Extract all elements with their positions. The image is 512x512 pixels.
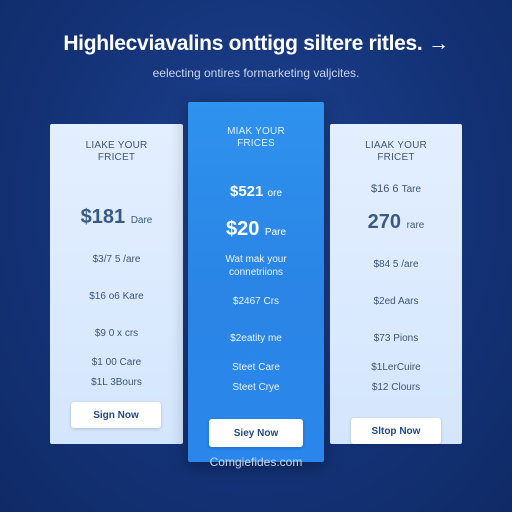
plan-price: 270 rare [330,211,462,234]
plan-price: $181 Dare [50,206,183,229]
stop-now-button[interactable]: Sltop Now [351,418,441,444]
plan-highlight: Wat mak your connetriions [225,254,287,278]
plan-feature: $84 5 /are [373,259,419,270]
plan-feature: $9 0 x crs [94,328,139,339]
price-unit: Tare [401,184,422,195]
sign-now-button[interactable]: Sign Now [71,402,161,428]
price-unit: ore [267,188,282,199]
price-unit: rare [406,220,425,231]
price-value: 270 [367,211,401,233]
price-value: $521 [230,183,264,200]
plan-feature: $1 00 Care [91,357,142,368]
plan-feature: $16 o6 Kare [89,291,144,302]
plan-feature: $2ed Aars [373,296,419,307]
price-unit: Dare [130,215,153,226]
pricing-card-left: LIAKE YOUR FRICET $181 Dare $3/7 5 /are … [50,124,183,444]
plan-title: LIAKE YOUR FRICET [85,140,148,163]
plan-feature: $2467 Crs [232,296,280,307]
plan-title: LIAAK YOUR FRICET [365,140,427,163]
plan-feature: $1L 3Bours [91,377,142,388]
headline: Highlecviavalins onttigg siltere ritles.… [63,32,449,55]
pricing-card-right: LIAAK YOUR FRICET $16 6 Tare 270 rare $8… [330,124,462,444]
subheadline: eelecting ontires formarketing valjcites… [152,66,360,80]
plan-feature: $73 Pions [373,333,419,344]
price-value: $181 [80,206,126,228]
pricing-plans: LIAKE YOUR FRICET $181 Dare $3/7 5 /are … [50,102,462,462]
pricing-card-featured: MIAK YOUR FRICES $521 ore $20 Pare Wat m… [188,102,324,462]
price-unit: Pare [264,227,287,238]
plan-title: MIAK YOUR FRICES [227,126,285,149]
plan-feature: Steet Care [232,362,280,373]
plan-price: $20 Pare [188,218,324,241]
price-value: $20 [225,218,260,240]
plan-feature: $1LerCuire [371,362,421,373]
signup-now-button[interactable]: Siey Now [209,419,303,447]
plan-feature: $12 Clours [371,382,421,393]
plan-feature: $2eatity me [230,333,282,344]
footer-link[interactable]: Comgiefides.com [209,455,303,469]
plan-feature: $3/7 5 /are [92,254,141,265]
plan-price-secondary: $521 ore [188,183,324,200]
plan-feature: Steet Crye [232,382,280,393]
price-value: $16 6 [370,183,399,195]
plan-price-secondary: $16 6 Tare [330,183,462,195]
